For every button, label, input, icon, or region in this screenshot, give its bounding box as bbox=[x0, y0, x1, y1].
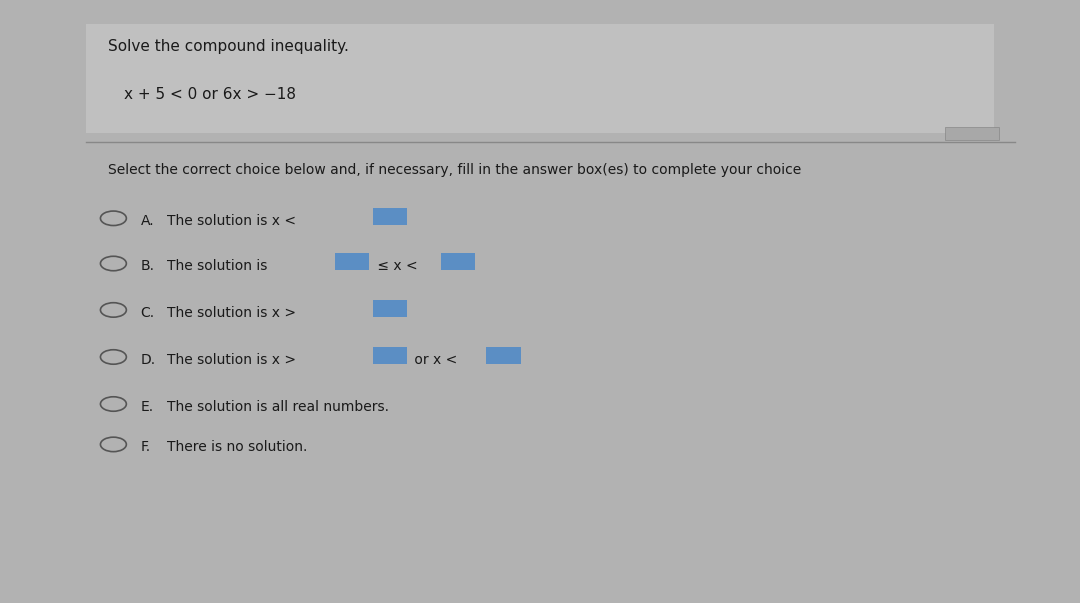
Text: Select the correct choice below and, if necessary, fill in the answer box(es) to: Select the correct choice below and, if … bbox=[108, 163, 801, 177]
Text: Solve the compound inequality.: Solve the compound inequality. bbox=[108, 39, 349, 54]
Text: The solution is x <: The solution is x < bbox=[167, 214, 296, 228]
Bar bbox=[335, 253, 369, 270]
Bar bbox=[373, 347, 407, 364]
Text: The solution is: The solution is bbox=[167, 259, 268, 273]
Text: There is no solution.: There is no solution. bbox=[167, 440, 308, 454]
Bar bbox=[441, 253, 475, 270]
Text: x + 5 < 0 or 6x > −18: x + 5 < 0 or 6x > −18 bbox=[124, 87, 296, 103]
Bar bbox=[373, 208, 407, 225]
Text: D.: D. bbox=[140, 353, 156, 367]
Text: The solution is x >: The solution is x > bbox=[167, 353, 296, 367]
Bar bbox=[373, 300, 407, 317]
Text: F.: F. bbox=[140, 440, 150, 454]
Text: ≤ x <: ≤ x < bbox=[373, 259, 417, 273]
Text: B.: B. bbox=[140, 259, 154, 273]
Text: A.: A. bbox=[140, 214, 154, 228]
Text: E.: E. bbox=[140, 400, 153, 414]
Text: The solution is x >: The solution is x > bbox=[167, 306, 296, 320]
Text: or x <: or x < bbox=[410, 353, 458, 367]
Bar bbox=[86, 24, 994, 133]
Bar bbox=[945, 127, 999, 140]
Bar bbox=[486, 347, 521, 364]
Text: The solution is all real numbers.: The solution is all real numbers. bbox=[167, 400, 390, 414]
Text: C.: C. bbox=[140, 306, 154, 320]
